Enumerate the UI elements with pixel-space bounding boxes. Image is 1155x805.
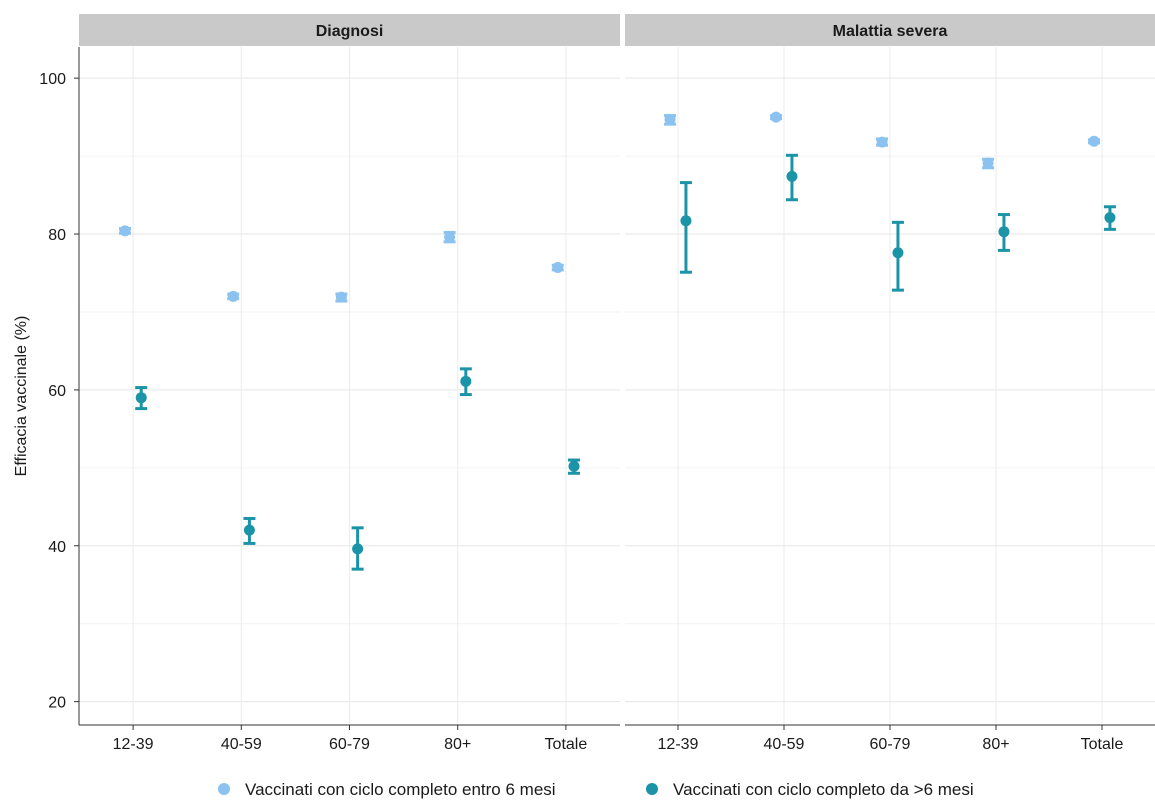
y-tick-label: 100 <box>39 71 66 88</box>
x-tick-label: 60-79 <box>870 736 911 753</box>
data-point <box>1104 212 1116 224</box>
data-point <box>786 170 798 182</box>
data-point <box>876 136 888 148</box>
data-point <box>119 225 131 237</box>
legend-item: Vaccinati con ciclo completo da >6 mesi <box>646 780 974 799</box>
data-point <box>460 375 472 387</box>
data-point <box>227 290 239 302</box>
data-point <box>982 157 994 169</box>
series-group <box>679 153 1116 292</box>
data-point <box>335 291 347 303</box>
legend-label: Vaccinati con ciclo completo da >6 mesi <box>673 780 974 799</box>
y-tick-label: 80 <box>48 227 66 244</box>
series-group <box>664 111 1101 170</box>
legend-marker <box>218 783 230 795</box>
data-point <box>243 524 255 536</box>
x-tick-label: 40-59 <box>764 736 805 753</box>
data-point <box>770 111 782 123</box>
y-tick-label: 60 <box>48 383 66 400</box>
x-tick-label: 40-59 <box>221 736 262 753</box>
y-axis-tick-labels: 20 40 60 80 100 <box>39 71 79 712</box>
facet-strip-title: Diagnosi <box>316 23 384 40</box>
data-point <box>664 113 676 125</box>
x-tick-label: Totale <box>1081 736 1124 753</box>
y-axis-title: Efficacia vaccinale (%) <box>13 316 30 477</box>
data-point <box>352 543 364 555</box>
data-point <box>892 247 904 259</box>
data-point <box>680 215 692 227</box>
facet-strip <box>625 14 1155 46</box>
facet-strip <box>79 14 620 46</box>
data-point <box>568 460 580 472</box>
data-point <box>1088 135 1100 147</box>
series-group <box>118 225 564 303</box>
gridlines <box>625 47 1155 725</box>
x-tick-label: 12-39 <box>658 736 699 753</box>
gridlines <box>79 47 620 725</box>
data-point <box>444 231 456 243</box>
x-tick-label: 60-79 <box>329 736 370 753</box>
legend-item: Vaccinati con ciclo completo entro 6 mes… <box>218 780 556 799</box>
facet-strip-title: Malattia severa <box>833 23 948 40</box>
x-tick-label: 12-39 <box>113 736 154 753</box>
legend-marker <box>646 783 658 795</box>
facet-panel: Malattia severa 12-39 40-59 60-79 80+ Totale <box>625 14 1155 753</box>
legend-label: Vaccinati con ciclo completo entro 6 mes… <box>245 780 556 799</box>
facet-panel: Diagnosi 12-39 40-59 60-79 80+ Totale <box>78 14 620 753</box>
legend: Vaccinati con ciclo completo entro 6 mes… <box>218 780 974 799</box>
y-tick-label: 40 <box>48 539 66 556</box>
x-tick-label: Totale <box>545 736 588 753</box>
y-tick-label: 20 <box>48 695 66 712</box>
x-tick-label: 80+ <box>982 736 1009 753</box>
x-tick-label: 80+ <box>444 736 471 753</box>
series-group <box>135 367 581 571</box>
data-point <box>998 226 1010 238</box>
data-point <box>552 262 564 274</box>
data-point <box>135 392 147 404</box>
